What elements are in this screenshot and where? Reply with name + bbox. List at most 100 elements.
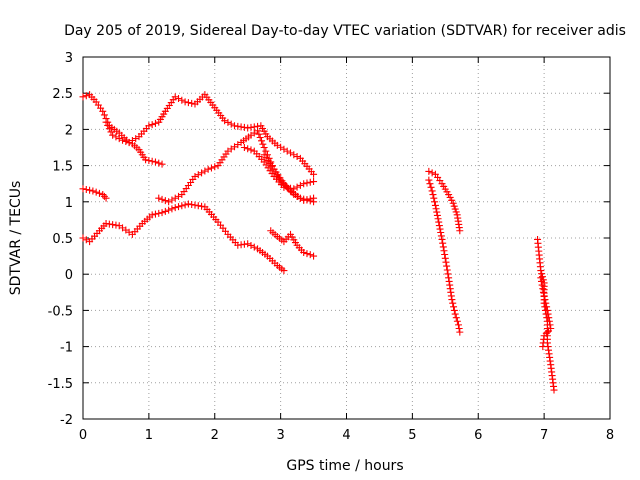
y-tick-label: -2 xyxy=(60,413,73,428)
data-point-marker xyxy=(207,164,215,172)
data-point-marker xyxy=(296,181,304,189)
data-point-marker xyxy=(310,194,318,202)
data-point-marker xyxy=(544,310,552,318)
data-point-marker xyxy=(439,239,447,247)
data-point-marker xyxy=(443,266,451,274)
data-point-marker xyxy=(221,117,229,125)
data-point-marker xyxy=(546,321,554,329)
data-point-marker xyxy=(310,170,318,178)
x-tick-label: 4 xyxy=(342,428,350,443)
data-point-marker xyxy=(148,157,156,165)
x-axis-label: GPS time / hours xyxy=(286,458,403,474)
data-point-marker xyxy=(86,186,94,194)
data-point-marker xyxy=(449,199,457,207)
data-point-marker xyxy=(171,204,179,212)
data-point-marker xyxy=(451,205,459,213)
data-point-marker xyxy=(537,277,545,285)
y-tick-label: 2 xyxy=(65,123,73,138)
series-track-i xyxy=(425,167,464,235)
data-point-marker xyxy=(178,96,186,104)
data-point-marker xyxy=(165,206,173,214)
x-tick-label: 0 xyxy=(79,428,87,443)
data-point-marker xyxy=(306,178,314,186)
data-point-marker xyxy=(247,241,255,249)
data-point-marker xyxy=(541,296,549,304)
data-point-marker xyxy=(250,243,258,251)
data-point-marker xyxy=(310,178,318,186)
chart-title: Day 205 of 2019, Sidereal Day-to-day VTE… xyxy=(64,23,626,39)
data-point-marker xyxy=(428,169,436,177)
data-point-marker xyxy=(102,118,110,126)
data-point-marker xyxy=(450,303,458,311)
data-point-marker xyxy=(254,127,262,135)
data-point-marker xyxy=(102,194,110,202)
data-point-marker xyxy=(425,167,433,175)
data-point-marker xyxy=(151,210,159,218)
series-track-b xyxy=(102,118,166,168)
data-point-marker xyxy=(450,202,458,210)
y-tick-label: -0.5 xyxy=(48,304,73,319)
data-point-marker xyxy=(184,99,192,107)
data-point-marker xyxy=(158,160,166,168)
data-point-marker xyxy=(438,235,446,243)
data-point-marker xyxy=(537,274,545,282)
data-point-marker xyxy=(538,281,546,289)
data-point-marker xyxy=(115,135,123,143)
data-point-marker xyxy=(168,205,176,213)
data-point-marker xyxy=(437,228,445,236)
data-point-marker xyxy=(300,248,308,256)
data-point-marker xyxy=(181,201,189,209)
data-point-marker xyxy=(303,179,311,187)
data-point-marker xyxy=(79,93,87,101)
data-point-marker xyxy=(240,144,248,151)
x-tick-label: 3 xyxy=(276,428,284,443)
data-point-marker xyxy=(161,207,169,215)
data-point-marker xyxy=(435,222,443,230)
data-point-marker xyxy=(437,232,445,240)
data-point-marker xyxy=(155,194,163,202)
data-point-marker xyxy=(431,201,439,209)
series-track-e xyxy=(79,200,288,275)
series-track-a xyxy=(79,91,318,178)
x-tick-label: 1 xyxy=(145,428,153,443)
data-point-marker xyxy=(537,267,545,275)
data-point-marker xyxy=(545,317,553,325)
data-point-marker xyxy=(306,195,314,203)
data-point-marker xyxy=(211,163,219,171)
data-point-marker xyxy=(99,107,107,115)
x-tick-label: 2 xyxy=(211,428,219,443)
data-point-marker xyxy=(105,125,113,133)
data-point-marker xyxy=(151,158,159,166)
data-point-marker xyxy=(435,218,443,226)
series-track-g xyxy=(267,227,318,260)
data-point-marker xyxy=(303,250,311,258)
data-point-marker xyxy=(439,243,447,251)
data-point-marker xyxy=(446,193,454,201)
data-point-marker xyxy=(430,194,438,202)
data-point-marker xyxy=(445,191,453,199)
data-point-marker xyxy=(543,303,551,311)
data-point-marker xyxy=(448,296,456,304)
data-point-marker xyxy=(452,314,460,322)
data-point-marker xyxy=(244,145,252,153)
data-point-marker xyxy=(188,201,196,209)
data-point-marker xyxy=(425,176,433,184)
data-point-marker xyxy=(450,306,458,314)
y-tick-label: -1.5 xyxy=(48,377,73,392)
data-point-marker xyxy=(453,317,461,325)
data-point-marker xyxy=(456,328,464,336)
data-point-marker xyxy=(451,310,459,318)
y-axis-label: SDTVAR / TECUs xyxy=(8,181,24,296)
data-point-marker xyxy=(436,225,444,233)
series-track-h xyxy=(260,151,318,204)
data-point-marker xyxy=(434,215,442,223)
data-point-marker xyxy=(122,137,130,145)
data-point-marker xyxy=(92,188,100,196)
series-track-l xyxy=(537,274,555,351)
data-point-marker xyxy=(109,131,117,139)
y-tick-label: 0.5 xyxy=(52,232,73,247)
data-point-marker xyxy=(545,314,553,322)
y-tick-label: 3 xyxy=(65,51,73,66)
data-point-marker xyxy=(293,183,301,191)
data-point-marker xyxy=(204,165,212,173)
